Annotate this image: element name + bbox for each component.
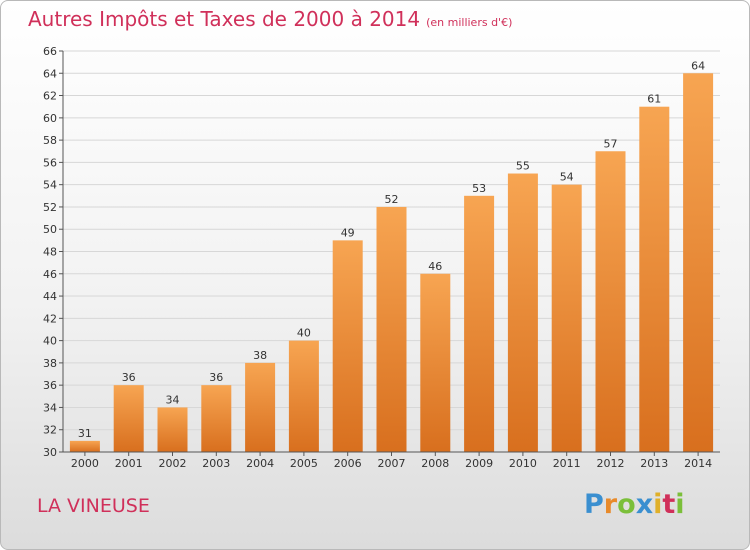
y-tick-label: 50 — [43, 223, 57, 236]
data-label: 31 — [78, 427, 92, 440]
y-axis: 30 32 34 36 38 40 42 44 46 48 50 52 54 56 58 60 62 64 66 — [43, 45, 64, 459]
proxiti-logo[interactable]: Proxiti — [584, 489, 685, 520]
y-tick-label: 34 — [43, 401, 57, 414]
bar — [69, 440, 100, 452]
y-tick-label: 52 — [43, 201, 57, 214]
chart-title-text: Autres Impôts et Taxes de 2000 à 2014 — [28, 7, 421, 31]
data-label: 61 — [647, 93, 661, 106]
y-tick-label: 48 — [43, 246, 57, 259]
bar — [507, 173, 538, 452]
x-tick-label: 2009 — [465, 457, 493, 470]
place-name: LA VINEUSE — [37, 495, 150, 517]
bar — [639, 106, 670, 452]
bar — [113, 385, 144, 452]
y-tick-label: 62 — [43, 90, 57, 103]
y-tick-label: 58 — [43, 134, 57, 147]
y-tick-label: 38 — [43, 357, 57, 370]
x-tick-label: 2003 — [202, 457, 230, 470]
y-tick-label: 64 — [43, 67, 57, 80]
bar — [245, 362, 276, 452]
chart-title: Autres Impôts et Taxes de 2000 à 2014 (en… — [28, 7, 512, 31]
data-label: 34 — [166, 393, 180, 406]
bar-series: 31 36 34 36 38 40 49 52 46 53 55 54 57 61 64 — [69, 59, 714, 453]
x-tick-label: 2004 — [246, 457, 274, 470]
x-tick-label: 2011 — [553, 457, 581, 470]
y-tick-label: 56 — [43, 156, 57, 169]
x-tick-label: 2000 — [71, 457, 99, 470]
data-label: 64 — [691, 59, 705, 72]
logo-letter: r — [603, 489, 618, 520]
data-label: 52 — [385, 193, 399, 206]
x-tick-label: 2012 — [597, 457, 625, 470]
logo-letter: i — [675, 489, 685, 520]
bar — [157, 407, 188, 452]
data-label: 36 — [122, 371, 136, 384]
y-tick-label: 44 — [43, 290, 57, 303]
bar — [288, 340, 319, 452]
data-label: 36 — [209, 371, 223, 384]
data-label: 53 — [472, 182, 486, 195]
y-tick-label: 36 — [43, 379, 57, 392]
y-tick-label: 54 — [43, 179, 57, 192]
chart-subtitle: (en milliers d'€) — [426, 16, 513, 29]
data-label: 55 — [516, 160, 530, 173]
x-tick-label: 2014 — [684, 457, 712, 470]
data-label: 49 — [341, 226, 355, 239]
data-label: 46 — [428, 260, 442, 273]
bar — [376, 206, 407, 452]
x-tick-label: 2007 — [378, 457, 406, 470]
y-tick-label: 66 — [43, 45, 57, 58]
logo-letter: t — [662, 489, 676, 520]
bar — [420, 273, 451, 452]
bar — [332, 240, 363, 452]
y-tick-label: 32 — [43, 424, 57, 437]
bar — [201, 385, 232, 452]
x-tick-label: 2002 — [159, 457, 187, 470]
bar — [551, 184, 582, 452]
data-label: 54 — [560, 171, 574, 184]
y-tick-label: 46 — [43, 268, 57, 281]
logo-letter: x — [635, 489, 654, 520]
y-tick-label: 30 — [43, 446, 57, 459]
y-tick-label: 42 — [43, 312, 57, 325]
data-label: 38 — [253, 349, 267, 362]
logo-letter: o — [617, 489, 636, 520]
x-axis: 2000 2001 2002 2003 2004 2005 2006 2007 2008 2009… — [63, 451, 720, 470]
data-label: 57 — [604, 137, 618, 150]
bar — [464, 195, 495, 453]
data-label: 40 — [297, 327, 311, 340]
x-tick-label: 2010 — [509, 457, 537, 470]
logo-letter: P — [584, 489, 604, 520]
x-tick-label: 2005 — [290, 457, 318, 470]
y-tick-label: 40 — [43, 335, 57, 348]
bar — [595, 151, 626, 452]
x-tick-label: 2006 — [334, 457, 362, 470]
x-tick-label: 2008 — [421, 457, 449, 470]
logo-letter: i — [653, 489, 663, 520]
x-tick-label: 2013 — [640, 457, 668, 470]
x-tick-label: 2001 — [115, 457, 143, 470]
y-tick-label: 60 — [43, 112, 57, 125]
bar — [683, 73, 714, 453]
